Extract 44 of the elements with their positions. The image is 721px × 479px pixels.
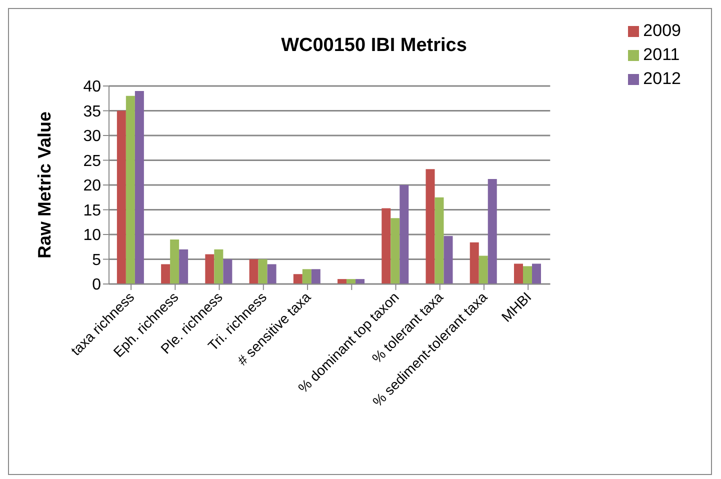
- bar: [478, 256, 488, 284]
- bar: [126, 96, 135, 284]
- bar: [390, 218, 400, 284]
- bar: [116, 110, 126, 284]
- bar: [293, 274, 302, 284]
- bar: [134, 90, 144, 284]
- bar: [434, 197, 444, 284]
- y-tick-label: 0: [92, 276, 102, 294]
- bar: [223, 259, 232, 284]
- bar: [400, 185, 409, 284]
- chart-title: WC00150 IBI Metrics: [280, 35, 468, 57]
- legend-label: 2009: [643, 21, 681, 40]
- bar: [488, 179, 497, 284]
- y-tick-label: 25: [83, 152, 102, 170]
- bar: [258, 259, 268, 284]
- bar: [249, 259, 258, 284]
- bar: [346, 279, 356, 284]
- bar: [338, 279, 347, 284]
- bar: [470, 242, 479, 284]
- bar: [522, 266, 532, 284]
- bar: [267, 264, 276, 284]
- y-tick-label: 15: [83, 202, 102, 220]
- bar: [205, 254, 214, 284]
- bar: [170, 239, 180, 284]
- legend-label: 2012: [643, 69, 681, 88]
- y-tick-label: 20: [83, 178, 102, 195]
- bar: [532, 264, 541, 284]
- bar: [179, 249, 188, 284]
- y-tick-label: 40: [83, 78, 102, 96]
- bar: [444, 236, 453, 284]
- bar: [356, 279, 365, 284]
- y-tick-label: 10: [83, 227, 102, 244]
- bar: [161, 264, 170, 284]
- bar: [214, 249, 224, 284]
- y-tick-label: 30: [83, 128, 102, 146]
- y-axis-title: Raw Metric Value: [34, 111, 54, 259]
- y-tick-label: 5: [92, 252, 102, 269]
- bar: [311, 269, 320, 284]
- y-tick-label: 35: [83, 103, 102, 120]
- legend-label: 2011: [643, 45, 680, 64]
- bar: [514, 264, 523, 284]
- bar: [382, 208, 391, 284]
- bar: [426, 169, 435, 284]
- bar: [302, 269, 312, 284]
